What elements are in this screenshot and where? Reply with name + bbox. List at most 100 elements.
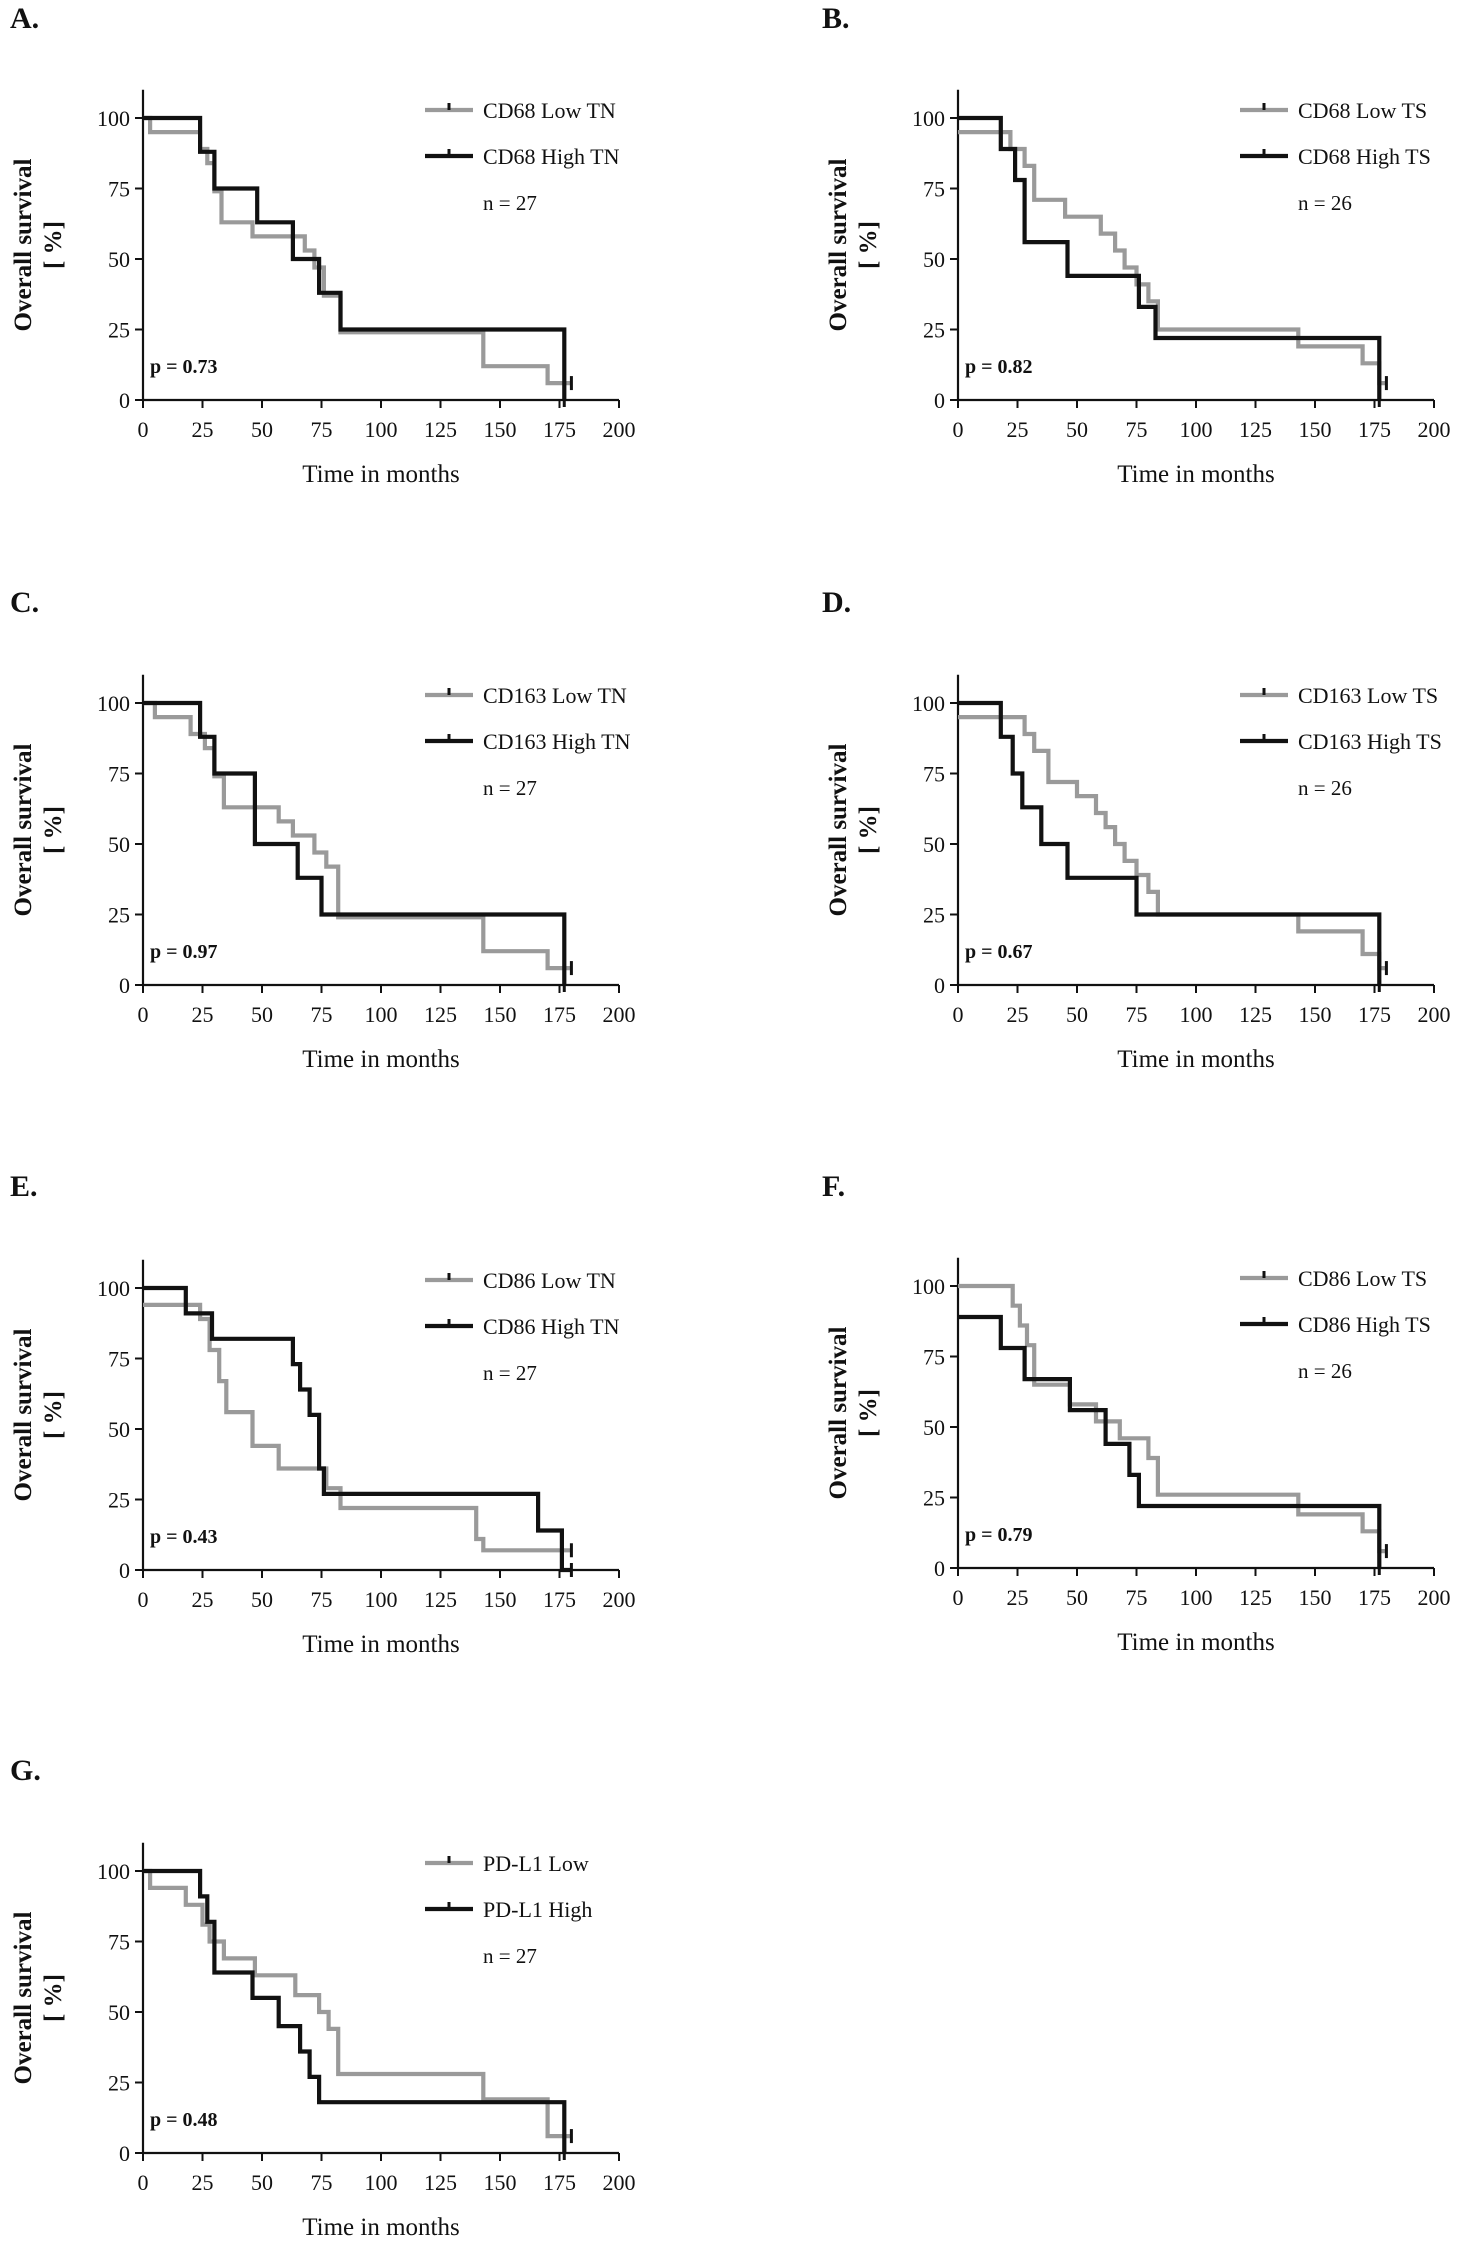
x-axis-label: Time in months: [1117, 1046, 1274, 1073]
y-tick-label: 25: [923, 318, 945, 343]
x-tick-label: 100: [1180, 417, 1213, 442]
x-tick-label: 125: [424, 1002, 457, 1027]
x-tick-label: 150: [1299, 417, 1332, 442]
x-tick-label: 50: [251, 1587, 273, 1612]
x-tick-label: 75: [311, 2170, 333, 2195]
x-tick-label: 50: [1066, 1002, 1088, 1027]
y-tick-label: 50: [108, 2000, 130, 2025]
y-tick-label: 75: [108, 177, 130, 202]
y-tick-label: 100: [97, 691, 130, 716]
survival-curve-low: [143, 1868, 572, 2139]
x-tick-label: 175: [1358, 1585, 1391, 1610]
x-tick-label: 175: [543, 2170, 576, 2195]
x-tick-label: 125: [1239, 1585, 1272, 1610]
x-tick-label: 125: [1239, 417, 1272, 442]
y-tick-label: 100: [97, 106, 130, 131]
survival-curve-low: [958, 130, 1387, 386]
y-axis-label: Overall survival: [10, 1911, 37, 2084]
legend-entry: CD163 High TN: [483, 729, 631, 754]
x-tick-label: 200: [1418, 1585, 1451, 1610]
x-tick-label: 0: [138, 417, 149, 442]
y-tick-label: 100: [912, 1274, 945, 1299]
x-tick-label: 25: [1007, 1002, 1029, 1027]
survival-curve-high: [143, 1285, 572, 1573]
x-tick-label: 75: [1126, 1002, 1148, 1027]
panel-label: C.: [10, 586, 39, 619]
survival-curve-low: [143, 700, 572, 971]
x-tick-label: 25: [192, 1002, 214, 1027]
y-axis-label: Overall survival: [825, 158, 852, 331]
panel-label: F.: [822, 1170, 845, 1203]
p-value-label: p = 0.43: [150, 1526, 218, 1548]
y-axis-unit: [ %]: [40, 1391, 67, 1439]
legend-entry: CD68 High TN: [483, 144, 620, 169]
y-tick-label: 25: [108, 2071, 130, 2096]
chart-panel-5: E. 0 25 50 75 100 125 150 175 200 0 25 50 75 100 Time i…: [10, 1170, 636, 1658]
y-axis-label: Overall survival: [10, 1328, 37, 1501]
y-tick-label: 0: [934, 1556, 945, 1581]
y-axis-unit: [ %]: [40, 1974, 67, 2022]
legend-entry: CD68 Low TN: [483, 98, 616, 123]
y-tick-label: 50: [108, 247, 130, 272]
x-tick-label: 175: [543, 1002, 576, 1027]
y-axis-label: Overall survival: [825, 743, 852, 916]
legend-entry: PD-L1 Low: [483, 1851, 589, 1876]
x-tick-label: 50: [1066, 1585, 1088, 1610]
y-tick-label: 100: [97, 1859, 130, 1884]
p-value-label: p = 0.67: [965, 941, 1033, 963]
x-axis-label: Time in months: [302, 1046, 459, 1073]
x-axis-label: Time in months: [302, 1631, 459, 1658]
x-tick-label: 0: [953, 417, 964, 442]
x-tick-label: 0: [138, 1587, 149, 1612]
legend-entry: CD86 Low TS: [1298, 1266, 1427, 1291]
x-tick-label: 150: [484, 2170, 517, 2195]
y-tick-label: 0: [934, 973, 945, 998]
survival-curve-high: [143, 700, 567, 985]
y-tick-label: 0: [119, 388, 130, 413]
y-axis-unit: [ %]: [855, 1389, 882, 1437]
p-value-label: p = 0.97: [150, 941, 218, 963]
x-tick-label: 50: [251, 2170, 273, 2195]
y-tick-label: 25: [108, 903, 130, 928]
x-tick-label: 175: [1358, 1002, 1391, 1027]
y-tick-label: 75: [923, 177, 945, 202]
x-tick-label: 75: [1126, 417, 1148, 442]
x-tick-label: 75: [311, 417, 333, 442]
sample-size-label: n = 27: [483, 191, 537, 215]
x-axis-label: Time in months: [302, 461, 459, 488]
y-tick-label: 75: [923, 1345, 945, 1370]
x-tick-label: 0: [138, 2170, 149, 2195]
survival-curve-low: [143, 1302, 572, 1553]
x-axis-label: Time in months: [302, 2214, 459, 2241]
y-tick-label: 75: [108, 762, 130, 787]
x-tick-label: 200: [603, 1587, 636, 1612]
y-axis-unit: [ %]: [855, 221, 882, 269]
x-tick-label: 150: [1299, 1585, 1332, 1610]
sample-size-label: n = 27: [483, 1361, 537, 1385]
x-tick-label: 25: [192, 1587, 214, 1612]
legend-entry: CD163 High TS: [1298, 729, 1442, 754]
legend-entry: CD86 High TS: [1298, 1312, 1431, 1337]
y-tick-label: 75: [108, 1347, 130, 1372]
panel-label: G.: [10, 1754, 41, 1787]
panel-label: B.: [822, 2, 850, 35]
y-axis-unit: [ %]: [40, 806, 67, 854]
legend-entry: CD163 Low TS: [1298, 683, 1438, 708]
x-tick-label: 125: [424, 417, 457, 442]
y-axis-label: Overall survival: [825, 1326, 852, 1499]
x-tick-label: 200: [603, 1002, 636, 1027]
y-tick-label: 100: [912, 691, 945, 716]
y-tick-label: 25: [108, 1488, 130, 1513]
x-tick-label: 150: [1299, 1002, 1332, 1027]
sample-size-label: n = 26: [1298, 1359, 1352, 1383]
x-tick-label: 25: [192, 417, 214, 442]
x-tick-label: 100: [365, 1587, 398, 1612]
x-tick-label: 75: [1126, 1585, 1148, 1610]
y-tick-label: 100: [97, 1276, 130, 1301]
y-tick-label: 0: [934, 388, 945, 413]
x-tick-label: 125: [424, 1587, 457, 1612]
x-tick-label: 200: [603, 2170, 636, 2195]
x-tick-label: 175: [1358, 417, 1391, 442]
x-tick-label: 100: [365, 1002, 398, 1027]
x-tick-label: 125: [424, 2170, 457, 2195]
